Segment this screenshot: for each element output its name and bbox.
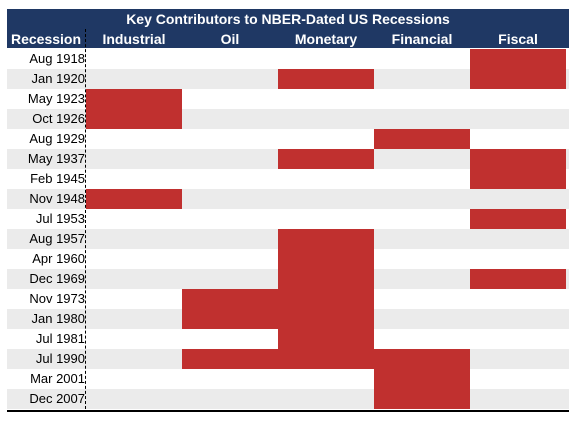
contributor-cell-financial: [374, 369, 470, 389]
header-row: [7, 29, 569, 48]
contributor-cell-fiscal: [470, 269, 566, 289]
column-header-oil: Oil: [220, 31, 240, 47]
column-header-industrial: Industrial: [102, 31, 166, 47]
row-label: Nov 1948: [29, 191, 85, 206]
contributor-cell-oil: [182, 289, 278, 309]
contributor-cell-industrial: [86, 109, 182, 129]
contributor-cell-monetary: [278, 289, 374, 309]
row-label: May 1923: [27, 91, 85, 106]
row-label: Jan 1920: [31, 71, 86, 86]
chart-title: Key Contributors to NBER-Dated US Recess…: [7, 9, 569, 29]
row-label: Apr 1960: [32, 251, 85, 266]
row-label: Feb 1945: [30, 171, 85, 186]
row-label: Jul 1953: [35, 211, 85, 226]
row-label: Nov 1973: [29, 291, 85, 306]
row-label: Aug 1929: [29, 131, 85, 146]
contributor-cell-financial: [374, 349, 470, 369]
row-label: May 1937: [27, 151, 85, 166]
contributor-cell-fiscal: [470, 49, 566, 69]
contributor-cell-oil: [182, 349, 278, 369]
column-header-monetary: Monetary: [294, 31, 358, 47]
contributor-cell-industrial: [86, 89, 182, 109]
label-separator: [85, 29, 86, 409]
row-label: Aug 1918: [29, 51, 85, 66]
column-header-fiscal: Fiscal: [498, 31, 538, 47]
contributor-cell-fiscal: [470, 69, 566, 89]
row-label: Jul 1990: [35, 351, 85, 366]
contributor-cell-monetary: [278, 149, 374, 169]
contributor-cell-fiscal: [470, 169, 566, 189]
contributor-cell-monetary: [278, 349, 374, 369]
row-label: Dec 2007: [29, 391, 85, 406]
row-label: Aug 1957: [29, 231, 85, 246]
contributor-cell-monetary: [278, 229, 374, 249]
contributor-cell-financial: [374, 129, 470, 149]
row-label: Dec 1969: [29, 271, 85, 286]
bottom-rule: [7, 410, 569, 412]
contributor-cell-industrial: [86, 189, 182, 209]
row-header-label: Recession: [10, 31, 82, 47]
row-label: Mar 2001: [30, 371, 85, 386]
row-label: Jan 1980: [31, 311, 86, 326]
row-stripe: [7, 389, 569, 409]
contributor-cell-fiscal: [470, 209, 566, 229]
contributor-cell-monetary: [278, 269, 374, 289]
row-label: Jul 1981: [35, 331, 85, 346]
contributor-cell-oil: [182, 309, 278, 329]
column-header-financial: Financial: [391, 31, 453, 47]
contributor-cell-monetary: [278, 309, 374, 329]
row-label: Oct 1926: [32, 111, 85, 126]
contributor-cell-financial: [374, 389, 470, 409]
contributor-cell-monetary: [278, 69, 374, 89]
contributor-cell-monetary: [278, 329, 374, 349]
contributor-cell-fiscal: [470, 149, 566, 169]
contributor-cell-monetary: [278, 249, 374, 269]
